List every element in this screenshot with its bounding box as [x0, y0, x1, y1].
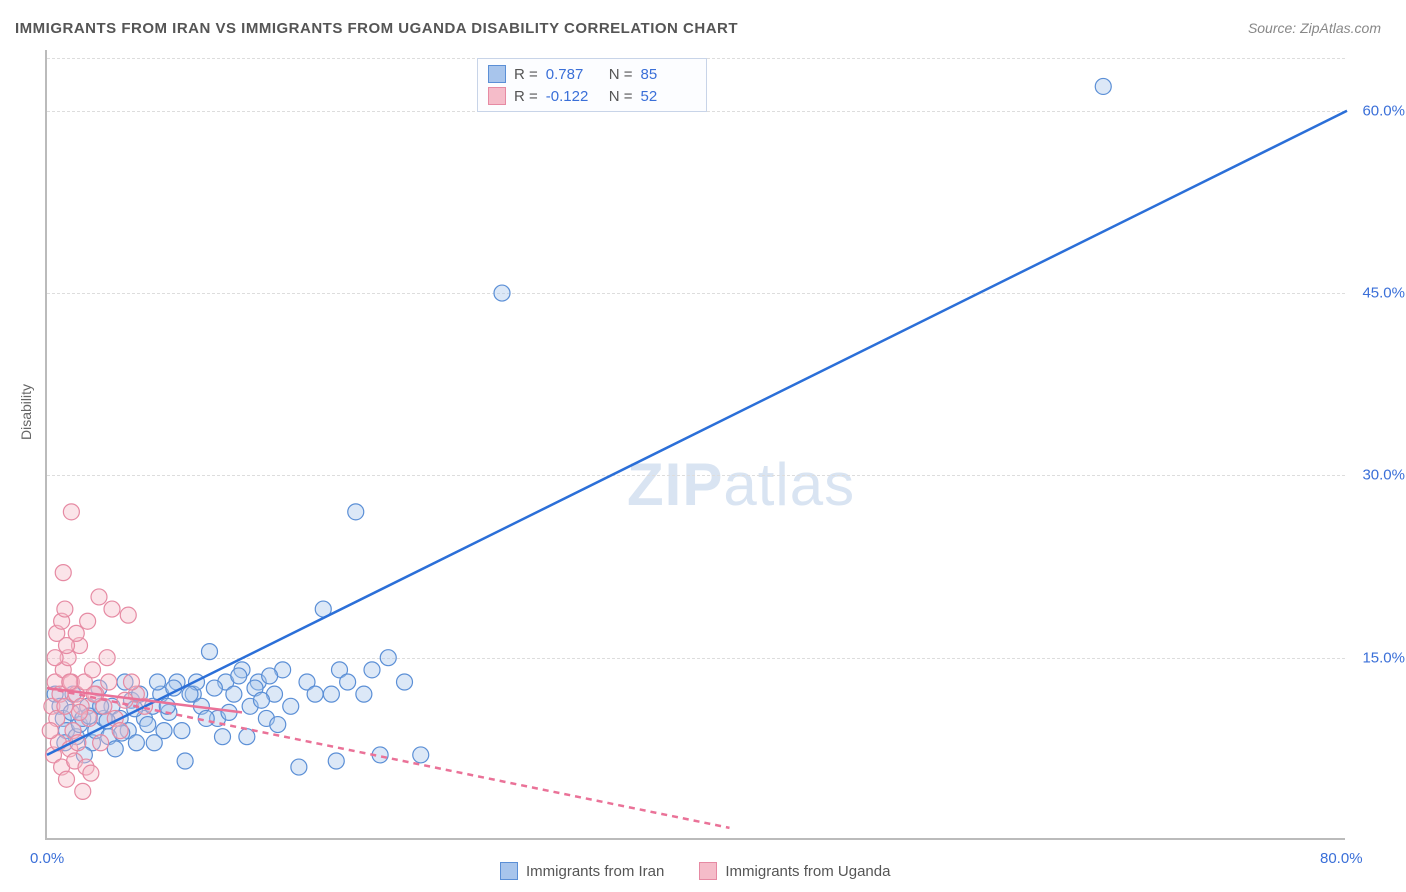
- y-axis-label: Disability: [18, 384, 34, 440]
- x-tick-label: 80.0%: [1320, 850, 1363, 867]
- chart-title: IMMIGRANTS FROM IRAN VS IMMIGRANTS FROM …: [15, 20, 738, 37]
- data-point: [104, 601, 120, 617]
- data-point: [307, 686, 323, 702]
- data-point: [112, 723, 128, 739]
- data-point: [42, 723, 58, 739]
- data-point: [202, 644, 218, 660]
- series-legend: Immigrants from Iran Immigrants from Uga…: [500, 862, 890, 880]
- y-tick-label: 45.0%: [1362, 285, 1405, 302]
- swatch-uganda: [488, 87, 506, 105]
- series-label-iran: Immigrants from Iran: [526, 863, 664, 880]
- data-point: [397, 674, 413, 690]
- data-point: [85, 662, 101, 678]
- n-label: N =: [609, 66, 633, 83]
- data-point: [47, 650, 63, 666]
- data-point: [62, 674, 78, 690]
- data-point: [206, 680, 222, 696]
- source-attribution: Source: ZipAtlas.com: [1248, 20, 1381, 36]
- chart-svg: [47, 50, 1345, 838]
- legend-row-iran: R = 0.787 N = 85: [488, 63, 696, 85]
- data-point: [328, 753, 344, 769]
- data-point: [494, 285, 510, 301]
- data-point: [91, 589, 107, 605]
- swatch-uganda-icon: [699, 862, 717, 880]
- series-item-iran: Immigrants from Iran: [500, 862, 664, 880]
- data-point: [262, 668, 278, 684]
- data-point: [101, 674, 117, 690]
- n-value-iran: 85: [641, 66, 696, 83]
- data-point: [75, 783, 91, 799]
- data-point: [117, 692, 133, 708]
- n-value-uganda: 52: [641, 88, 696, 105]
- data-point: [323, 686, 339, 702]
- data-point: [59, 771, 75, 787]
- plot-area: ZIPatlas R = 0.787 N = 85 R = -0.122 N =…: [45, 50, 1345, 840]
- data-point: [283, 698, 299, 714]
- data-point: [254, 692, 270, 708]
- data-point: [57, 601, 73, 617]
- data-point: [72, 704, 88, 720]
- data-point: [150, 674, 166, 690]
- data-point: [83, 765, 99, 781]
- swatch-iran: [488, 65, 506, 83]
- x-tick-label: 0.0%: [30, 850, 64, 867]
- data-point: [1095, 78, 1111, 94]
- y-tick-label: 15.0%: [1362, 649, 1405, 666]
- r-label: R =: [514, 66, 538, 83]
- r-value-uganda: -0.122: [546, 88, 601, 105]
- data-point: [93, 735, 109, 751]
- y-tick-label: 30.0%: [1362, 467, 1405, 484]
- data-point: [291, 759, 307, 775]
- data-point: [380, 650, 396, 666]
- series-label-uganda: Immigrants from Uganda: [725, 863, 890, 880]
- data-point: [120, 607, 136, 623]
- data-point: [182, 686, 198, 702]
- data-point: [174, 723, 190, 739]
- y-tick-label: 60.0%: [1362, 102, 1405, 119]
- correlation-legend: R = 0.787 N = 85 R = -0.122 N = 52: [477, 58, 707, 112]
- r-label: R =: [514, 88, 538, 105]
- r-value-iran: 0.787: [546, 66, 601, 83]
- data-point: [413, 747, 429, 763]
- n-label: N =: [609, 88, 633, 105]
- data-point: [231, 668, 247, 684]
- data-point: [348, 504, 364, 520]
- data-point: [57, 698, 73, 714]
- data-point: [340, 674, 356, 690]
- data-point: [364, 662, 380, 678]
- data-point: [356, 686, 372, 702]
- trend-line: [47, 688, 730, 828]
- data-point: [270, 717, 286, 733]
- series-item-uganda: Immigrants from Uganda: [699, 862, 890, 880]
- data-point: [68, 625, 84, 641]
- data-point: [99, 650, 115, 666]
- data-point: [80, 613, 96, 629]
- data-point: [215, 729, 231, 745]
- data-point: [107, 741, 123, 757]
- trend-line: [47, 111, 1347, 755]
- data-point: [124, 674, 140, 690]
- data-point: [177, 753, 193, 769]
- legend-row-uganda: R = -0.122 N = 52: [488, 85, 696, 107]
- data-point: [63, 504, 79, 520]
- data-point: [140, 717, 156, 733]
- swatch-iran-icon: [500, 862, 518, 880]
- data-point: [226, 686, 242, 702]
- data-point: [146, 735, 162, 751]
- data-point: [55, 565, 71, 581]
- data-point: [128, 735, 144, 751]
